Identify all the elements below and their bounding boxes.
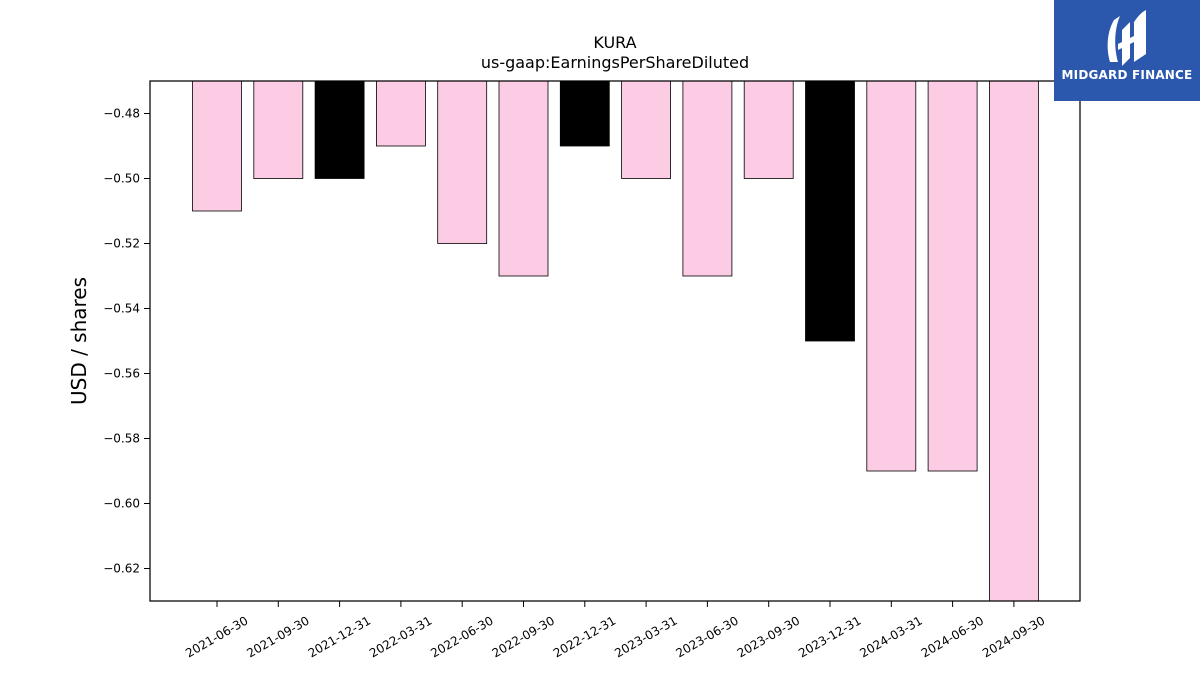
y-tick-label: −0.52 — [103, 237, 140, 251]
x-tick-label: 2023-06-30 — [673, 613, 740, 660]
x-tick-label: 2023-03-31 — [612, 613, 679, 660]
bar-2023-12-31 — [805, 80, 855, 342]
bar-2022-09-30 — [498, 80, 549, 277]
brand-name: MIDGARD FINANCE — [1061, 68, 1193, 82]
brand-logo: MIDGARD FINANCE — [1054, 0, 1200, 101]
x-tick-label: 2022-09-30 — [490, 613, 557, 660]
x-tick-label: 2021-12-31 — [306, 613, 373, 660]
bar-2022-03-31 — [375, 80, 426, 147]
y-tick-label: −0.58 — [103, 432, 140, 446]
x-tick-label: 2024-09-30 — [980, 613, 1047, 660]
x-tick-label: 2021-09-30 — [244, 613, 311, 660]
y-tick-label: −0.48 — [103, 107, 140, 121]
y-axis-ticks: −0.48 −0.50 −0.52 −0.54 −0.56 −0.58 −0.60 −0.62 — [103, 107, 150, 576]
bar-2022-06-30 — [437, 80, 488, 244]
bar-2023-03-31 — [621, 80, 671, 179]
midgard-logo-icon — [1107, 10, 1146, 66]
y-axis-label: USD / shares — [67, 277, 91, 405]
bar-2024-03-31 — [866, 80, 917, 472]
x-tick-label: 2022-12-31 — [551, 613, 618, 660]
bars-group — [192, 80, 1039, 602]
x-tick-label: 2024-03-31 — [857, 613, 924, 660]
bar-2024-09-30 — [989, 80, 1039, 602]
plot-frame — [149, 80, 1081, 602]
x-tick-label: 2023-12-31 — [796, 613, 863, 660]
y-tick-label: −0.54 — [103, 302, 140, 316]
bar-2024-06-30 — [927, 80, 978, 472]
bar-2022-12-31 — [559, 80, 610, 147]
x-tick-label: 2021-06-30 — [183, 613, 250, 660]
y-tick-label: −0.60 — [103, 497, 140, 511]
bar-2021-06-30 — [192, 80, 242, 212]
bar-2021-12-31 — [314, 80, 365, 179]
y-tick-label: −0.56 — [103, 367, 140, 381]
x-tick-label: 2024-06-30 — [919, 613, 986, 660]
y-tick-label: −0.50 — [103, 172, 140, 186]
bar-2023-06-30 — [682, 80, 733, 277]
bar-2021-09-30 — [253, 80, 304, 179]
x-tick-label: 2023-09-30 — [735, 613, 802, 660]
chart-title: KURA — [593, 33, 636, 52]
chart-subtitle: us-gaap:EarningsPerShareDiluted — [481, 53, 749, 72]
x-tick-label: 2022-06-30 — [428, 613, 495, 660]
y-tick-label: −0.62 — [103, 562, 140, 576]
x-tick-label: 2022-03-31 — [367, 613, 434, 660]
bar-2023-09-30 — [743, 80, 794, 179]
x-axis-ticks: 2021-06-302021-09-302021-12-312022-03-31… — [183, 601, 1047, 660]
